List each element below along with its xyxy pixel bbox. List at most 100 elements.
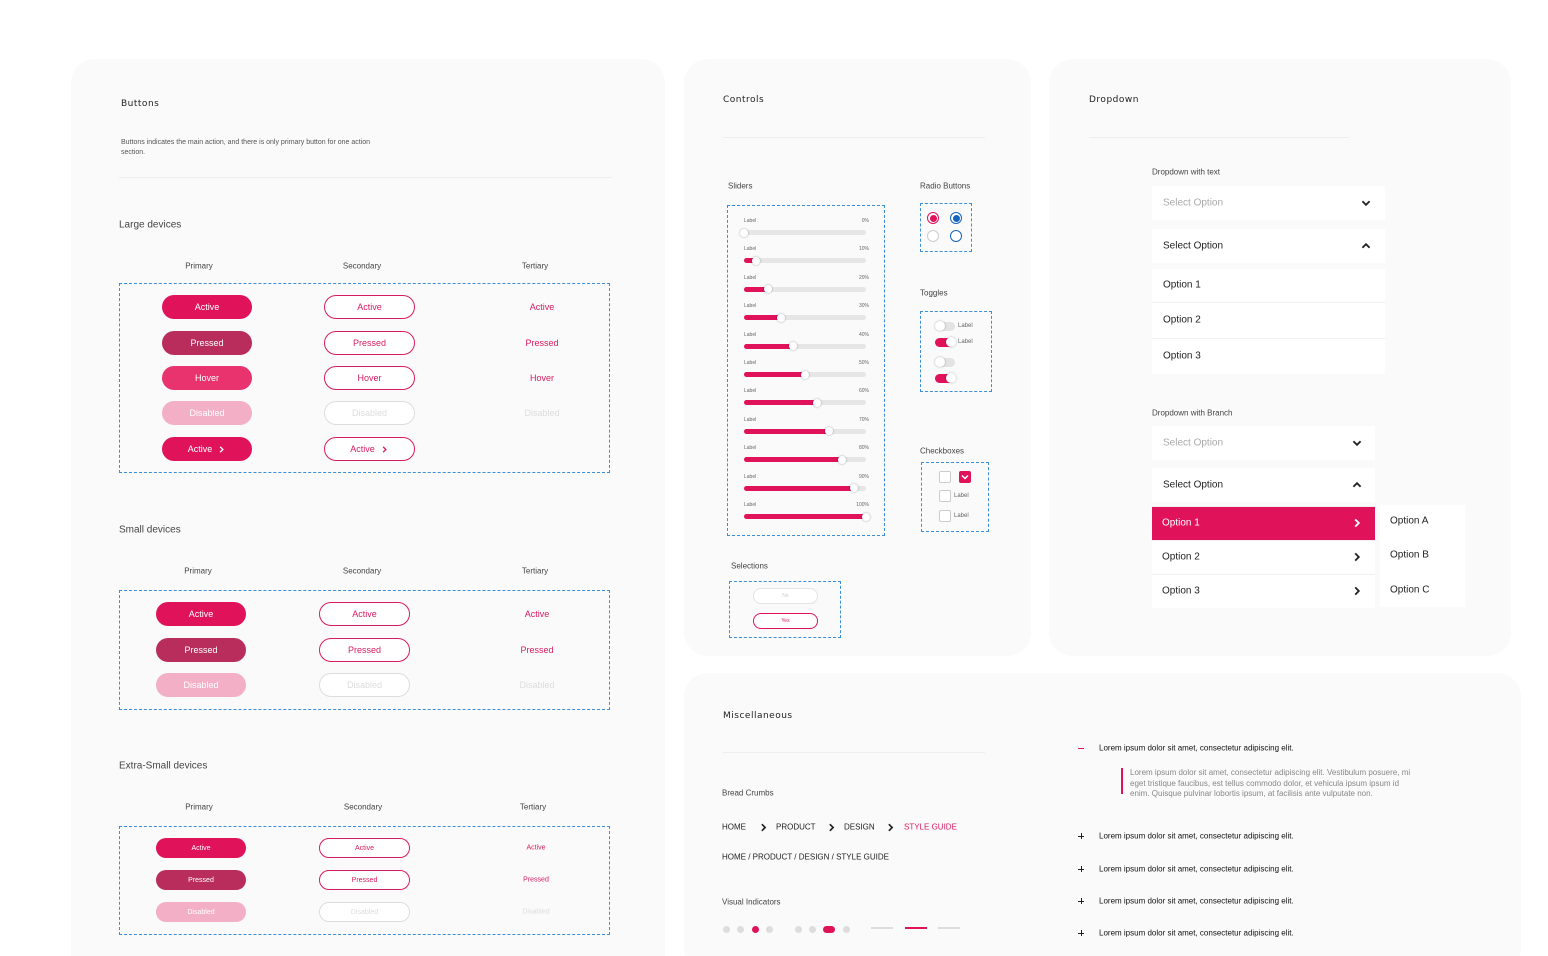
secondary-button[interactable]: Disabled	[319, 902, 410, 922]
toggle[interactable]	[935, 357, 955, 367]
tertiary-button[interactable]: Disabled	[519, 680, 555, 690]
secondary-button[interactable]: Pressed	[319, 870, 410, 890]
secondary-button[interactable]: Pressed	[319, 638, 410, 662]
dropdown-field[interactable]	[1152, 468, 1375, 502]
dropdown-field[interactable]	[1152, 426, 1375, 460]
branch-option[interactable]	[1152, 506, 1375, 540]
indicator-line[interactable]	[905, 927, 927, 929]
slider-thumb[interactable]	[825, 427, 834, 436]
tertiary-button[interactable]: Disabled	[524, 408, 560, 418]
primary-button[interactable]: Pressed	[156, 638, 246, 662]
indicator-dot[interactable]	[794, 925, 802, 933]
slider-track[interactable]	[744, 230, 866, 235]
slider-thumb[interactable]	[813, 398, 822, 407]
branch-option[interactable]	[1152, 540, 1375, 574]
slider-thumb[interactable]	[801, 370, 809, 379]
secondary-button[interactable]: Pressed	[324, 331, 415, 355]
accordion-title[interactable]: Lorem ipsum dolor sit amet, consectetur …	[1099, 831, 1294, 841]
button-label: Active	[188, 609, 214, 619]
secondary-button[interactable]: Active	[324, 295, 415, 319]
secondary-button[interactable]: Active	[324, 437, 415, 461]
breadcrumb[interactable]: HOME	[722, 822, 746, 832]
tertiary-button[interactable]: Pressed	[525, 338, 559, 348]
slider-fill	[744, 286, 769, 292]
dropdown-option[interactable]: Option 3	[1163, 350, 1201, 362]
slider-thumb[interactable]	[849, 484, 858, 493]
tertiary-button[interactable]: Active	[526, 844, 546, 852]
slider-thumb[interactable]	[776, 313, 785, 322]
breadcrumb[interactable]: PRODUCT	[776, 822, 816, 832]
tertiary-button[interactable]: Disabled	[522, 908, 550, 916]
secondary-button[interactable]: Disabled	[319, 673, 410, 697]
slider-thumb[interactable]	[752, 256, 761, 265]
slider-track[interactable]	[744, 258, 866, 264]
accordion-title[interactable]: Lorem ipsum dolor sit amet, consectetur …	[1099, 928, 1294, 938]
submenu-option[interactable]: Option C	[1390, 584, 1430, 596]
slider-thumb[interactable]	[740, 228, 748, 237]
chevron-icon	[1361, 200, 1371, 207]
breadcrumb[interactable]: STYLE GUIDE	[904, 822, 957, 832]
submenu-option[interactable]: Option B	[1390, 549, 1429, 561]
indicator-dot[interactable]	[722, 925, 730, 933]
slider-thumb[interactable]	[862, 512, 870, 521]
primary-button[interactable]: Pressed	[162, 331, 252, 355]
slider-thumb[interactable]	[837, 455, 846, 464]
toggle[interactable]	[935, 373, 955, 383]
submenu-option[interactable]: Option A	[1390, 515, 1429, 527]
indicator-dot[interactable]	[842, 925, 850, 933]
accordion-title[interactable]: Lorem ipsum dolor sit amet, consectetur …	[1099, 743, 1294, 753]
checkbox[interactable]	[939, 510, 951, 522]
indicator-pill[interactable]	[823, 925, 835, 933]
primary-button[interactable]: Hover	[162, 366, 252, 390]
slider-thumb[interactable]	[788, 342, 797, 351]
button-label: Disabled	[189, 408, 225, 418]
selection-pill[interactable]: Yes	[753, 613, 818, 629]
secondary-button[interactable]: Active	[319, 838, 410, 858]
primary-button[interactable]: Active	[156, 838, 246, 858]
checkbox[interactable]	[939, 471, 951, 483]
toggle[interactable]	[935, 337, 955, 347]
dropdown-option[interactable]: Option 1	[1163, 279, 1201, 291]
secondary-button[interactable]: Disabled	[324, 401, 415, 425]
slider-track[interactable]	[744, 343, 866, 349]
primary-button[interactable]: Disabled	[156, 673, 246, 697]
tertiary-button[interactable]: Active	[529, 302, 555, 312]
selection-pill[interactable]: No	[753, 588, 818, 604]
indicator-dot[interactable]	[765, 925, 773, 933]
tertiary-button[interactable]: Pressed	[523, 876, 549, 884]
dropdown-field[interactable]	[1152, 186, 1385, 220]
indicator-dot[interactable]	[736, 925, 744, 933]
radio-button[interactable]	[950, 230, 962, 242]
tertiary-button[interactable]: Pressed	[520, 645, 554, 655]
group-label: Checkboxes	[920, 446, 965, 456]
primary-button[interactable]: Disabled	[156, 902, 246, 922]
dropdown-field[interactable]	[1152, 229, 1385, 263]
secondary-button[interactable]: Hover	[324, 366, 415, 390]
slider-thumb[interactable]	[764, 285, 773, 294]
breadcrumb[interactable]: DESIGN	[844, 822, 875, 832]
indicator-line[interactable]	[938, 927, 960, 929]
indicator-line[interactable]	[871, 927, 893, 929]
checkbox[interactable]	[939, 490, 951, 502]
radio-dot	[929, 214, 937, 222]
branch-option[interactable]	[1152, 574, 1375, 608]
tertiary-button[interactable]: Hover	[529, 373, 555, 383]
radio-button[interactable]	[927, 230, 939, 242]
accordion-title[interactable]: Lorem ipsum dolor sit amet, consectetur …	[1099, 896, 1294, 906]
toggle[interactable]	[935, 321, 955, 331]
indicator-dot[interactable]	[751, 925, 759, 933]
dropdown-option[interactable]: Option 2	[1163, 314, 1201, 326]
primary-button[interactable]: Active	[156, 602, 246, 626]
checkbox-checked[interactable]	[959, 471, 971, 483]
indicator-dot[interactable]	[808, 925, 816, 933]
primary-button[interactable]: Pressed	[156, 870, 246, 890]
tertiary-button[interactable]: Active	[524, 609, 550, 619]
group-label: Dropdown with Branch	[1152, 408, 1233, 418]
slider-track[interactable]	[744, 286, 866, 292]
primary-button[interactable]: Disabled	[162, 401, 252, 425]
accordion-title[interactable]: Lorem ipsum dolor sit amet, consectetur …	[1099, 864, 1294, 874]
primary-button[interactable]: Active	[162, 295, 252, 319]
primary-button[interactable]: Active	[162, 437, 252, 461]
secondary-button[interactable]: Active	[319, 602, 410, 626]
slider-track[interactable]	[744, 315, 866, 321]
